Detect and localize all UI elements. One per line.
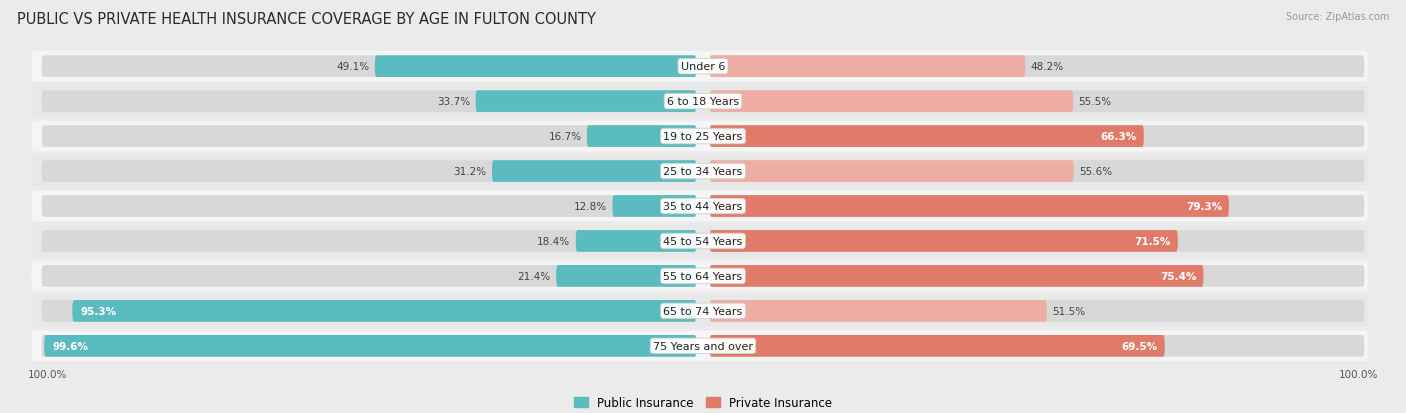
- FancyBboxPatch shape: [710, 300, 1047, 322]
- FancyBboxPatch shape: [31, 156, 1368, 187]
- FancyBboxPatch shape: [710, 230, 1364, 252]
- FancyBboxPatch shape: [42, 230, 696, 252]
- Text: 55.6%: 55.6%: [1080, 166, 1112, 177]
- FancyBboxPatch shape: [710, 56, 1364, 78]
- FancyBboxPatch shape: [31, 261, 1368, 292]
- Text: PUBLIC VS PRIVATE HEALTH INSURANCE COVERAGE BY AGE IN FULTON COUNTY: PUBLIC VS PRIVATE HEALTH INSURANCE COVER…: [17, 12, 596, 27]
- FancyBboxPatch shape: [42, 266, 696, 287]
- Text: 55.5%: 55.5%: [1078, 97, 1112, 107]
- FancyBboxPatch shape: [31, 87, 1368, 117]
- FancyBboxPatch shape: [710, 126, 1143, 147]
- Text: Source: ZipAtlas.com: Source: ZipAtlas.com: [1285, 12, 1389, 22]
- Text: 6 to 18 Years: 6 to 18 Years: [666, 97, 740, 107]
- FancyBboxPatch shape: [710, 300, 1364, 322]
- Text: 75 Years and over: 75 Years and over: [652, 341, 754, 351]
- Text: 95.3%: 95.3%: [80, 306, 117, 316]
- FancyBboxPatch shape: [31, 331, 1368, 361]
- FancyBboxPatch shape: [31, 52, 1368, 82]
- Text: 48.2%: 48.2%: [1031, 62, 1064, 72]
- FancyBboxPatch shape: [42, 126, 696, 147]
- FancyBboxPatch shape: [72, 300, 696, 322]
- FancyBboxPatch shape: [31, 191, 1368, 222]
- Text: 35 to 44 Years: 35 to 44 Years: [664, 202, 742, 211]
- FancyBboxPatch shape: [492, 161, 696, 183]
- FancyBboxPatch shape: [710, 91, 1073, 113]
- FancyBboxPatch shape: [710, 56, 1025, 78]
- Text: 45 to 54 Years: 45 to 54 Years: [664, 236, 742, 247]
- Text: 49.1%: 49.1%: [336, 62, 370, 72]
- FancyBboxPatch shape: [42, 161, 696, 183]
- FancyBboxPatch shape: [31, 296, 1368, 326]
- Text: 69.5%: 69.5%: [1122, 341, 1159, 351]
- FancyBboxPatch shape: [42, 300, 696, 322]
- FancyBboxPatch shape: [710, 126, 1364, 147]
- FancyBboxPatch shape: [31, 226, 1368, 257]
- Text: 21.4%: 21.4%: [517, 271, 551, 281]
- Legend: Public Insurance, Private Insurance: Public Insurance, Private Insurance: [569, 392, 837, 413]
- FancyBboxPatch shape: [42, 196, 696, 217]
- FancyBboxPatch shape: [375, 56, 696, 78]
- Text: 75.4%: 75.4%: [1160, 271, 1197, 281]
- FancyBboxPatch shape: [475, 91, 696, 113]
- Text: 100.0%: 100.0%: [28, 369, 67, 379]
- FancyBboxPatch shape: [42, 91, 696, 113]
- Text: 65 to 74 Years: 65 to 74 Years: [664, 306, 742, 316]
- FancyBboxPatch shape: [613, 196, 696, 217]
- Text: 99.6%: 99.6%: [52, 341, 89, 351]
- Text: Under 6: Under 6: [681, 62, 725, 72]
- Text: 51.5%: 51.5%: [1052, 306, 1085, 316]
- FancyBboxPatch shape: [710, 266, 1204, 287]
- Text: 55 to 64 Years: 55 to 64 Years: [664, 271, 742, 281]
- Text: 16.7%: 16.7%: [548, 132, 582, 142]
- Text: 79.3%: 79.3%: [1185, 202, 1222, 211]
- FancyBboxPatch shape: [31, 121, 1368, 152]
- FancyBboxPatch shape: [710, 91, 1364, 113]
- FancyBboxPatch shape: [557, 266, 696, 287]
- FancyBboxPatch shape: [710, 196, 1364, 217]
- Text: 71.5%: 71.5%: [1135, 236, 1171, 247]
- Text: 66.3%: 66.3%: [1101, 132, 1137, 142]
- FancyBboxPatch shape: [710, 230, 1178, 252]
- FancyBboxPatch shape: [710, 161, 1074, 183]
- FancyBboxPatch shape: [710, 161, 1364, 183]
- Text: 25 to 34 Years: 25 to 34 Years: [664, 166, 742, 177]
- FancyBboxPatch shape: [42, 56, 696, 78]
- FancyBboxPatch shape: [710, 196, 1229, 217]
- Text: 12.8%: 12.8%: [574, 202, 607, 211]
- FancyBboxPatch shape: [586, 126, 696, 147]
- FancyBboxPatch shape: [710, 335, 1364, 357]
- Text: 100.0%: 100.0%: [1339, 369, 1378, 379]
- FancyBboxPatch shape: [42, 335, 696, 357]
- FancyBboxPatch shape: [576, 230, 696, 252]
- Text: 18.4%: 18.4%: [537, 236, 571, 247]
- FancyBboxPatch shape: [710, 266, 1364, 287]
- Text: 33.7%: 33.7%: [437, 97, 470, 107]
- FancyBboxPatch shape: [710, 335, 1164, 357]
- Text: 19 to 25 Years: 19 to 25 Years: [664, 132, 742, 142]
- Text: 31.2%: 31.2%: [454, 166, 486, 177]
- FancyBboxPatch shape: [44, 335, 696, 357]
